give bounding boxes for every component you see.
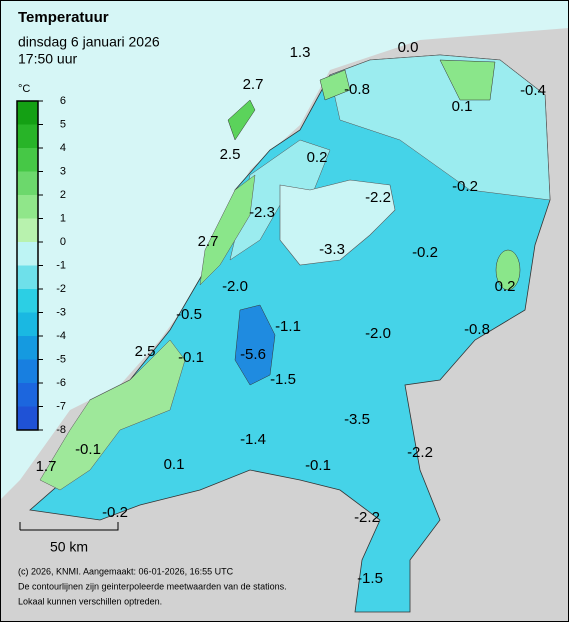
colorbar-bin: [17, 406, 38, 430]
station-value: -2.3: [249, 204, 275, 221]
station-labels: 1.3 0.0 2.7 -0.8 0.1 -0.4 2.5 0.2 -2.2 -0.2 -2.3 2.…: [36, 39, 546, 587]
station-value: 0.1: [164, 456, 185, 473]
colorbar-bin: [17, 312, 38, 336]
colorbar: 6 5 4 3 2 1 0 -1 -2 -3 -4 -5 -6 -7 -8: [16, 95, 66, 436]
station-value: 2.5: [135, 343, 156, 360]
colorbar-label: 4: [60, 142, 66, 154]
station-value: -0.5: [176, 306, 202, 323]
station-value: -0.1: [178, 349, 204, 366]
colorbar-label: 3: [60, 165, 66, 177]
station-value: 1.7: [36, 458, 57, 475]
station-value: 0.2: [307, 149, 328, 166]
colorbar-bin: [17, 195, 38, 219]
station-value: 2.5: [220, 146, 241, 163]
station-value: 1.3: [290, 44, 311, 61]
colorbar-label: 2: [60, 189, 66, 201]
colorbar-bin: [17, 383, 38, 407]
colorbar-bin: [17, 336, 38, 360]
station-value: -0.1: [75, 441, 101, 458]
colorbar-label: -3: [56, 306, 66, 318]
station-value: -3.5: [344, 411, 370, 428]
island: [227, 99, 256, 141]
footer-line: Lokaal kunnen verschillen optreden.: [18, 596, 162, 606]
station-value: -0.2: [412, 244, 438, 261]
station-value: -2.2: [407, 444, 433, 461]
station-value: -0.8: [464, 321, 490, 338]
station-value: 2.7: [198, 233, 219, 250]
station-value: -2.2: [354, 509, 380, 526]
station-value: -0.2: [102, 504, 128, 521]
station-value: -0.8: [344, 81, 370, 98]
footer-line: (c) 2026, KNMI. Aangemaakt: 06-01-2026, …: [18, 566, 234, 576]
colorbar-label: 5: [60, 118, 66, 130]
station-value: -1.4: [240, 431, 266, 448]
colorbar-bin: [17, 171, 38, 195]
station-value: -2.2: [365, 189, 391, 206]
colorbar-bin: [17, 289, 38, 313]
colorbar-label: -1: [56, 259, 66, 271]
colorbar-bin: [17, 359, 38, 383]
station-value: 0.1: [452, 98, 473, 115]
colorbar-label: -7: [56, 400, 66, 412]
unit: °C: [18, 83, 30, 95]
ijsselmeer: [279, 179, 396, 266]
station-value: 2.7: [243, 76, 264, 93]
station-value: -1.5: [270, 371, 296, 388]
colorbar-label: 0: [60, 236, 66, 248]
time: 17:50 uur: [18, 51, 77, 67]
station-value: -2.0: [365, 325, 391, 342]
colorbar-bin: [17, 242, 38, 266]
station-value: -0.4: [520, 82, 546, 99]
station-value: -0.1: [305, 457, 331, 474]
colorbar-bin: [17, 265, 38, 289]
colorbar-label: -5: [56, 353, 66, 365]
colorbar-bin: [17, 148, 38, 172]
colorbar-label: -6: [56, 377, 66, 389]
date: dinsdag 6 januari 2026: [18, 34, 160, 50]
coastal-green: [199, 174, 256, 286]
station-value: -3.3: [319, 241, 345, 258]
station-value: -2.0: [222, 278, 248, 295]
cold-spot: [234, 304, 276, 386]
colorbar-label: 1: [60, 212, 66, 224]
colorbar-bin: [17, 101, 38, 125]
north-region: [329, 54, 551, 201]
colorbar-bin: [17, 124, 38, 148]
island: [319, 69, 351, 101]
station-value: -1.5: [357, 570, 383, 587]
station-value: 0.0: [398, 39, 419, 56]
station-value: -1.1: [275, 318, 301, 335]
station-value: -5.6: [240, 346, 266, 363]
sea: [0, 0, 569, 500]
twente-green: [495, 249, 521, 291]
groningen-green: [439, 59, 496, 101]
station-value: -0.2: [452, 178, 478, 195]
zeeland-green: [39, 339, 186, 491]
colorbar-bin: [17, 218, 38, 242]
title: Temperatuur: [18, 9, 109, 26]
colorbar-label: -8: [56, 424, 66, 436]
scale-label: 50 km: [50, 539, 88, 555]
colorbar-label: 6: [60, 95, 66, 107]
scale-bar: [19, 522, 119, 531]
colorbar-label: -2: [56, 283, 66, 295]
colorbar-label: -4: [56, 330, 66, 342]
footer-line: De contourlijnen zijn geinterpoleerde me…: [18, 581, 287, 591]
station-value: 0.2: [495, 278, 516, 295]
